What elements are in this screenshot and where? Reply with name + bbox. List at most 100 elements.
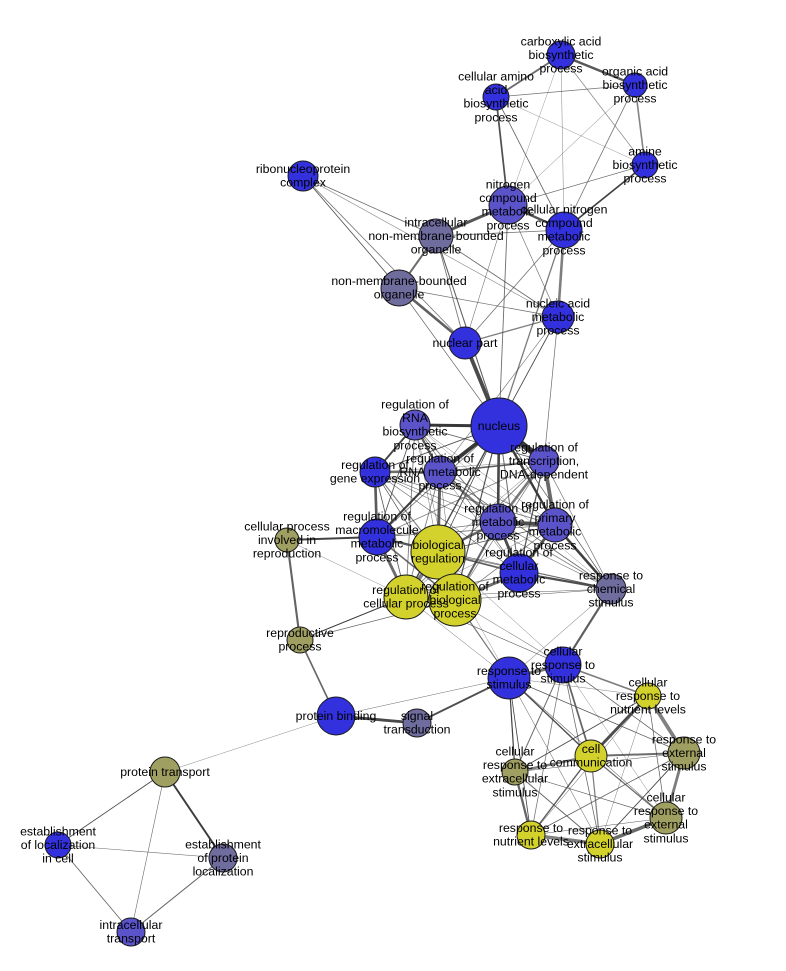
svg-text:cell: cell	[582, 742, 600, 756]
svg-text:process: process	[355, 550, 398, 564]
svg-text:cellular process: cellular process	[363, 597, 448, 611]
svg-text:response to: response to	[652, 732, 716, 746]
svg-text:process: process	[497, 586, 540, 600]
svg-text:biosynthetic: biosynthetic	[464, 97, 529, 111]
svg-text:biological: biological	[412, 538, 463, 552]
svg-text:establishment: establishment	[185, 837, 261, 851]
svg-text:process: process	[536, 324, 579, 338]
svg-text:stimulus: stimulus	[643, 831, 688, 845]
svg-text:organelle: organelle	[411, 243, 462, 257]
svg-text:cellular amino: cellular amino	[458, 70, 534, 84]
svg-text:transduction: transduction	[384, 723, 451, 737]
svg-text:regulation of: regulation of	[343, 510, 411, 524]
svg-text:response to: response to	[579, 568, 643, 582]
svg-text:stimulus: stimulus	[492, 785, 537, 799]
svg-text:nuclear part: nuclear part	[433, 336, 499, 350]
svg-text:nitrogen: nitrogen	[486, 178, 531, 192]
svg-text:ribonucleoprotein: ribonucleoprotein	[256, 162, 351, 176]
svg-text:stimulus: stimulus	[588, 596, 633, 610]
svg-text:metabolic: metabolic	[472, 515, 525, 529]
svg-text:localization: localization	[193, 865, 254, 879]
svg-text:complex: complex	[280, 176, 327, 190]
svg-text:regulation of: regulation of	[485, 546, 553, 560]
svg-text:metabolic: metabolic	[529, 525, 582, 539]
svg-text:process: process	[623, 172, 666, 186]
svg-text:extracellular: extracellular	[567, 837, 633, 851]
svg-text:protein binding: protein binding	[296, 709, 377, 723]
svg-text:cellular: cellular	[500, 559, 539, 573]
svg-text:RNA metabolic: RNA metabolic	[399, 465, 480, 479]
svg-text:acid: acid	[485, 83, 508, 97]
svg-text:intracellular: intracellular	[405, 215, 468, 229]
svg-text:in cell: in cell	[42, 852, 73, 866]
svg-text:regulation of: regulation of	[510, 440, 578, 454]
svg-text:process: process	[613, 92, 656, 106]
svg-text:reproduction: reproduction	[253, 547, 322, 561]
svg-text:process: process	[278, 640, 321, 654]
svg-text:non-membrane-bounded: non-membrane-bounded	[331, 274, 467, 288]
svg-text:transport: transport	[107, 932, 156, 946]
svg-text:extracellular: extracellular	[482, 772, 548, 786]
svg-text:process: process	[542, 243, 585, 257]
svg-text:regulation of: regulation of	[372, 583, 440, 597]
svg-text:regulation of: regulation of	[406, 451, 474, 465]
svg-text:cellular process: cellular process	[244, 519, 329, 533]
svg-text:protein transport: protein transport	[120, 765, 210, 779]
svg-text:external: external	[662, 746, 706, 760]
svg-text:nucleus: nucleus	[478, 419, 520, 433]
svg-text:of protein: of protein	[197, 851, 248, 865]
svg-text:compound: compound	[535, 216, 593, 230]
svg-text:communication: communication	[550, 756, 633, 770]
svg-text:transcription,: transcription,	[509, 454, 579, 468]
svg-text:metabolic: metabolic	[538, 230, 591, 244]
svg-text:of localization: of localization	[21, 838, 96, 852]
svg-text:cellular nitrogen: cellular nitrogen	[521, 203, 608, 217]
svg-text:metabolic: metabolic	[493, 573, 546, 587]
svg-text:response to: response to	[616, 689, 680, 703]
svg-text:cellular: cellular	[629, 675, 668, 689]
svg-text:non-membrane-bounded: non-membrane-bounded	[368, 229, 504, 243]
svg-text:regulation of: regulation of	[464, 501, 532, 515]
svg-text:organic acid: organic acid	[602, 64, 668, 78]
svg-text:organelle: organelle	[374, 288, 425, 302]
svg-text:response to: response to	[568, 823, 632, 837]
svg-text:response to: response to	[483, 758, 547, 772]
svg-text:DNA-dependent: DNA-dependent	[500, 468, 589, 482]
svg-text:primary: primary	[535, 511, 577, 525]
svg-text:cellular: cellular	[544, 644, 583, 658]
svg-text:nutrient levels: nutrient levels	[610, 703, 686, 717]
svg-text:biosynthetic: biosynthetic	[603, 78, 668, 92]
svg-text:process: process	[393, 438, 436, 452]
svg-text:response to: response to	[499, 821, 563, 835]
svg-text:stimulus: stimulus	[486, 678, 531, 692]
svg-text:process: process	[474, 110, 517, 124]
svg-text:external: external	[644, 818, 688, 832]
svg-text:signal: signal	[401, 709, 433, 723]
svg-text:cellular: cellular	[647, 791, 686, 805]
svg-text:process: process	[539, 62, 582, 76]
svg-text:nucleic acid: nucleic acid	[526, 296, 590, 310]
svg-text:process: process	[418, 479, 461, 493]
svg-text:regulation of: regulation of	[381, 398, 449, 412]
svg-text:RNA: RNA	[402, 411, 429, 425]
svg-text:stimulus: stimulus	[661, 760, 706, 774]
svg-text:nutrient levels: nutrient levels	[493, 835, 569, 849]
svg-text:amine: amine	[628, 144, 662, 158]
svg-text:stimulus: stimulus	[577, 851, 622, 865]
svg-text:reproductive: reproductive	[266, 626, 334, 640]
svg-text:response to: response to	[531, 658, 595, 672]
svg-text:biosynthetic: biosynthetic	[529, 48, 594, 62]
svg-text:intracellular: intracellular	[100, 918, 163, 932]
svg-text:regulation: regulation	[411, 552, 465, 566]
svg-text:establishment: establishment	[20, 824, 96, 838]
svg-text:macromolecule: macromolecule	[335, 523, 419, 537]
svg-text:metabolic: metabolic	[351, 537, 404, 551]
svg-text:response to: response to	[634, 804, 698, 818]
svg-text:biosynthetic: biosynthetic	[613, 158, 678, 172]
svg-text:carboxylic acid: carboxylic acid	[521, 34, 602, 48]
svg-text:process: process	[476, 529, 519, 543]
svg-text:metabolic: metabolic	[532, 310, 585, 324]
svg-text:chemical: chemical	[587, 582, 636, 596]
svg-text:stimulus: stimulus	[540, 672, 585, 686]
svg-text:cellular: cellular	[496, 745, 535, 759]
